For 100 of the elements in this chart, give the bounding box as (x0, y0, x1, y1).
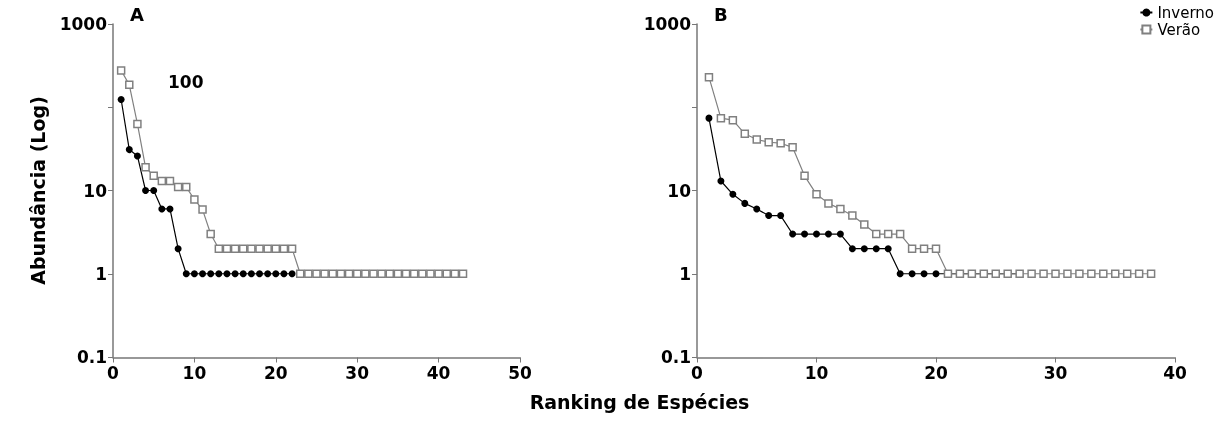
point (263, 244, 272, 253)
point (215, 270, 223, 278)
x-tick-label: 50 (508, 362, 532, 383)
point (1111, 269, 1120, 278)
point (836, 230, 844, 238)
point (896, 270, 904, 278)
point (320, 269, 329, 278)
point (824, 230, 832, 238)
point (238, 244, 248, 253)
legend-label: Inverno (1157, 3, 1214, 22)
point (1087, 269, 1096, 278)
point (116, 66, 126, 75)
y-tick-label: 1 (95, 263, 107, 284)
x-tick-label: 0 (691, 362, 704, 383)
point (182, 182, 191, 192)
point (125, 80, 134, 90)
point (872, 229, 881, 239)
point (190, 195, 199, 204)
point (895, 229, 905, 239)
y-tick-label: 0.1 (660, 347, 691, 367)
point (907, 244, 917, 253)
point (1039, 269, 1048, 278)
point (409, 269, 419, 278)
x-tick-label: 20 (924, 362, 948, 383)
point (165, 176, 175, 186)
point (239, 270, 247, 278)
point (800, 171, 809, 181)
point (824, 199, 833, 208)
point (125, 146, 133, 154)
point (133, 152, 141, 160)
x-tick-label: 10 (182, 362, 207, 383)
point (458, 269, 468, 278)
point (385, 269, 395, 278)
point (919, 244, 929, 253)
point (1075, 269, 1084, 278)
point (280, 270, 288, 278)
point (426, 269, 435, 278)
point (450, 269, 460, 278)
x-tick-label: 40 (426, 362, 451, 383)
point (801, 230, 809, 238)
point (1027, 269, 1036, 278)
point (223, 270, 231, 278)
x-axis-title: Ranking de Espécies (528, 391, 751, 413)
point (884, 245, 892, 253)
point (158, 205, 166, 213)
point (788, 143, 797, 152)
point (304, 269, 313, 278)
point (174, 245, 182, 253)
point (287, 244, 297, 253)
point (1122, 269, 1132, 278)
point (920, 270, 928, 278)
point (704, 72, 714, 82)
point (434, 269, 443, 278)
x-tick-label: 0 (107, 362, 120, 383)
point (1051, 269, 1060, 278)
point (199, 270, 207, 278)
point (173, 182, 183, 192)
point (812, 190, 821, 199)
point (222, 244, 232, 253)
point (728, 115, 738, 125)
point (198, 205, 207, 214)
point (336, 269, 346, 278)
point (418, 269, 427, 278)
point (230, 244, 240, 253)
point (442, 269, 451, 278)
point (860, 245, 868, 253)
point (247, 270, 255, 278)
point (207, 270, 215, 278)
point (256, 270, 264, 278)
point (1146, 269, 1156, 278)
point (264, 270, 272, 278)
chart-title: B (714, 3, 728, 25)
point (401, 269, 411, 278)
point (753, 205, 761, 213)
point (872, 245, 880, 253)
x-tick-label: 40 (1163, 362, 1187, 383)
y-tick-label: 1 (679, 263, 691, 284)
point (1134, 269, 1144, 278)
point (312, 269, 321, 278)
point (182, 270, 190, 278)
x-tick-label: 30 (345, 362, 370, 383)
point (836, 204, 845, 214)
legend-label: Verão (1157, 20, 1201, 39)
y-tick-label: 10 (83, 180, 108, 201)
point (752, 135, 761, 144)
point (288, 270, 296, 278)
point (149, 171, 158, 181)
point (352, 269, 362, 278)
point (279, 244, 289, 253)
point (729, 190, 737, 198)
point (361, 269, 370, 278)
point (883, 229, 893, 239)
point (789, 230, 797, 238)
point (271, 244, 281, 253)
point (369, 269, 378, 278)
point (247, 244, 256, 253)
point (255, 244, 264, 253)
point (377, 269, 386, 278)
point (231, 270, 239, 278)
point (764, 137, 773, 147)
